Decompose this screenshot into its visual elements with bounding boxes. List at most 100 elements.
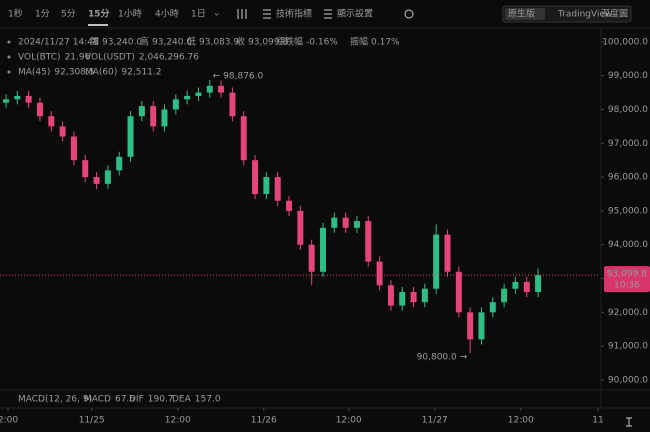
candle-body <box>342 217 349 228</box>
candle-icon[interactable] <box>237 9 247 19</box>
info-label: 高 <box>140 36 149 48</box>
candle-body <box>331 217 338 228</box>
y-tick-label: 91,000.0 <box>608 342 648 352</box>
ma-label: MA(60) <box>85 68 117 78</box>
interval-button[interactable]: 1小時 <box>118 9 142 20</box>
candle-body <box>467 312 474 340</box>
candle-body <box>535 275 542 293</box>
candle-body <box>410 292 417 303</box>
info-value: 93,083.9 <box>199 38 239 48</box>
candle-body <box>218 85 225 93</box>
row-dot <box>7 55 11 59</box>
candle-body <box>104 170 111 184</box>
candle-body <box>444 234 451 272</box>
y-tick-label: 90,000.0 <box>608 375 648 385</box>
interval-button[interactable]: 15分 <box>88 8 110 20</box>
info-label: 低 <box>187 36 196 48</box>
display-button[interactable]: 顯示設置 <box>337 8 373 20</box>
info-date: 2024/11/27 14:45 <box>18 38 99 48</box>
candle-body <box>455 271 462 313</box>
active-view-bg <box>505 8 545 20</box>
candle-body <box>308 244 315 272</box>
candle-body <box>59 126 66 137</box>
interval-button[interactable]: 1秒 <box>8 8 23 20</box>
display-icon[interactable] <box>324 9 332 19</box>
toolbar-icons <box>237 9 632 427</box>
view-tab[interactable]: 深度圖 <box>601 8 628 20</box>
candle-body <box>3 99 9 103</box>
y-tick-label: 96,000.0 <box>608 173 648 183</box>
x-tick-label: 12:00 <box>336 416 362 426</box>
settings-icon[interactable] <box>404 9 414 19</box>
info-label: 開 <box>90 37 99 48</box>
candle-body <box>365 221 372 262</box>
row-dot <box>7 40 11 44</box>
candle-body <box>25 95 32 103</box>
info-value: 93,240.0 <box>152 38 192 48</box>
candle-body <box>82 160 89 178</box>
candle-body <box>229 92 236 117</box>
candle-body <box>512 281 519 289</box>
candle-body <box>376 261 383 286</box>
candle-body <box>206 85 213 93</box>
candle-body <box>478 312 485 340</box>
candle-body <box>36 102 43 117</box>
y-tick-label: 98,000.0 <box>608 105 648 115</box>
macd-label: DIF <box>129 395 144 405</box>
macd-value: 157.0 <box>195 395 221 405</box>
ma-value: 92,308.5 <box>54 68 94 78</box>
y-tick-label: 95,000.0 <box>608 206 648 216</box>
last-price-label: 93,099.8 <box>607 270 647 280</box>
interval-button[interactable]: 1分 <box>35 9 50 20</box>
candle-body <box>14 95 21 100</box>
candle-body <box>252 160 259 194</box>
extreme-label: ← 98,876.0 <box>213 71 264 81</box>
candle-body <box>297 210 304 245</box>
candle-body <box>150 106 157 127</box>
cursor-icon <box>626 417 632 427</box>
macd-value: 190.7 <box>148 395 174 405</box>
indicator-icon[interactable] <box>263 9 271 19</box>
volume-label: VOL(BTC) <box>18 53 61 63</box>
volume-value: 21.96 <box>65 53 91 63</box>
y-tick-label: 92,000.0 <box>608 308 648 318</box>
macd-value: 67.6 <box>115 395 135 405</box>
macd-label: MACD <box>84 395 111 405</box>
candle-body <box>138 106 145 117</box>
candle-body <box>184 95 191 100</box>
volume-value: 2,046,296.76 <box>139 53 199 63</box>
candle-body <box>195 92 202 96</box>
interval-button[interactable]: 5分 <box>61 9 76 20</box>
view-tab[interactable]: TradingView <box>557 10 612 20</box>
candle-body <box>274 177 281 201</box>
y-tick-label: 94,000.0 <box>608 240 648 250</box>
candle-body <box>523 281 530 293</box>
candle-body <box>127 116 134 157</box>
ma-value: 92,511.2 <box>121 68 161 78</box>
candle-body <box>353 221 360 228</box>
candle-body <box>161 109 168 127</box>
info-value: 93,099.8 <box>248 38 288 48</box>
info-label: 振幅 <box>350 36 368 48</box>
info-value: 93,240.0 <box>102 38 142 48</box>
last-price-tag <box>604 266 650 293</box>
extreme-label: 90,800.0 → <box>417 352 468 362</box>
x-tick-label: 12:00 <box>508 416 534 426</box>
candle-body <box>433 234 440 289</box>
info-label: 收 <box>236 36 245 48</box>
x-tick-label: 11/27 <box>422 416 448 426</box>
indicators-button[interactable]: 技術指標 <box>276 8 312 20</box>
info-value: 0.17% <box>371 38 400 48</box>
candle-body <box>93 177 100 184</box>
interval-button[interactable]: 4小時 <box>155 9 179 20</box>
interval-button[interactable]: 1日 <box>191 9 206 20</box>
view-tab[interactable]: 原生版 <box>508 8 535 20</box>
dropdown[interactable]: ⌄ <box>213 9 221 19</box>
info-value: -0.16% <box>306 38 338 48</box>
y-tick-label: 99,000.0 <box>608 71 648 81</box>
candle-body <box>387 285 394 306</box>
macd-label: MACD(12, 26, 9) <box>18 395 92 405</box>
